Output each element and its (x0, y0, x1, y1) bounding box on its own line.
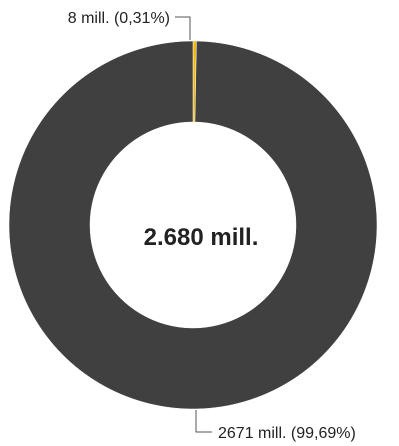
slice-label-large: 2671 mill. (99,69%) (218, 425, 356, 442)
donut-slice-1[interactable] (8, 40, 378, 410)
donut-center-total: 2.680 mill. (144, 224, 259, 251)
donut-slices (8, 40, 378, 410)
leader-line-small-slice (175, 16, 191, 40)
slice-label-small: 8 mill. (0,31%) (68, 10, 170, 27)
leader-line-large-slice (195, 410, 212, 433)
